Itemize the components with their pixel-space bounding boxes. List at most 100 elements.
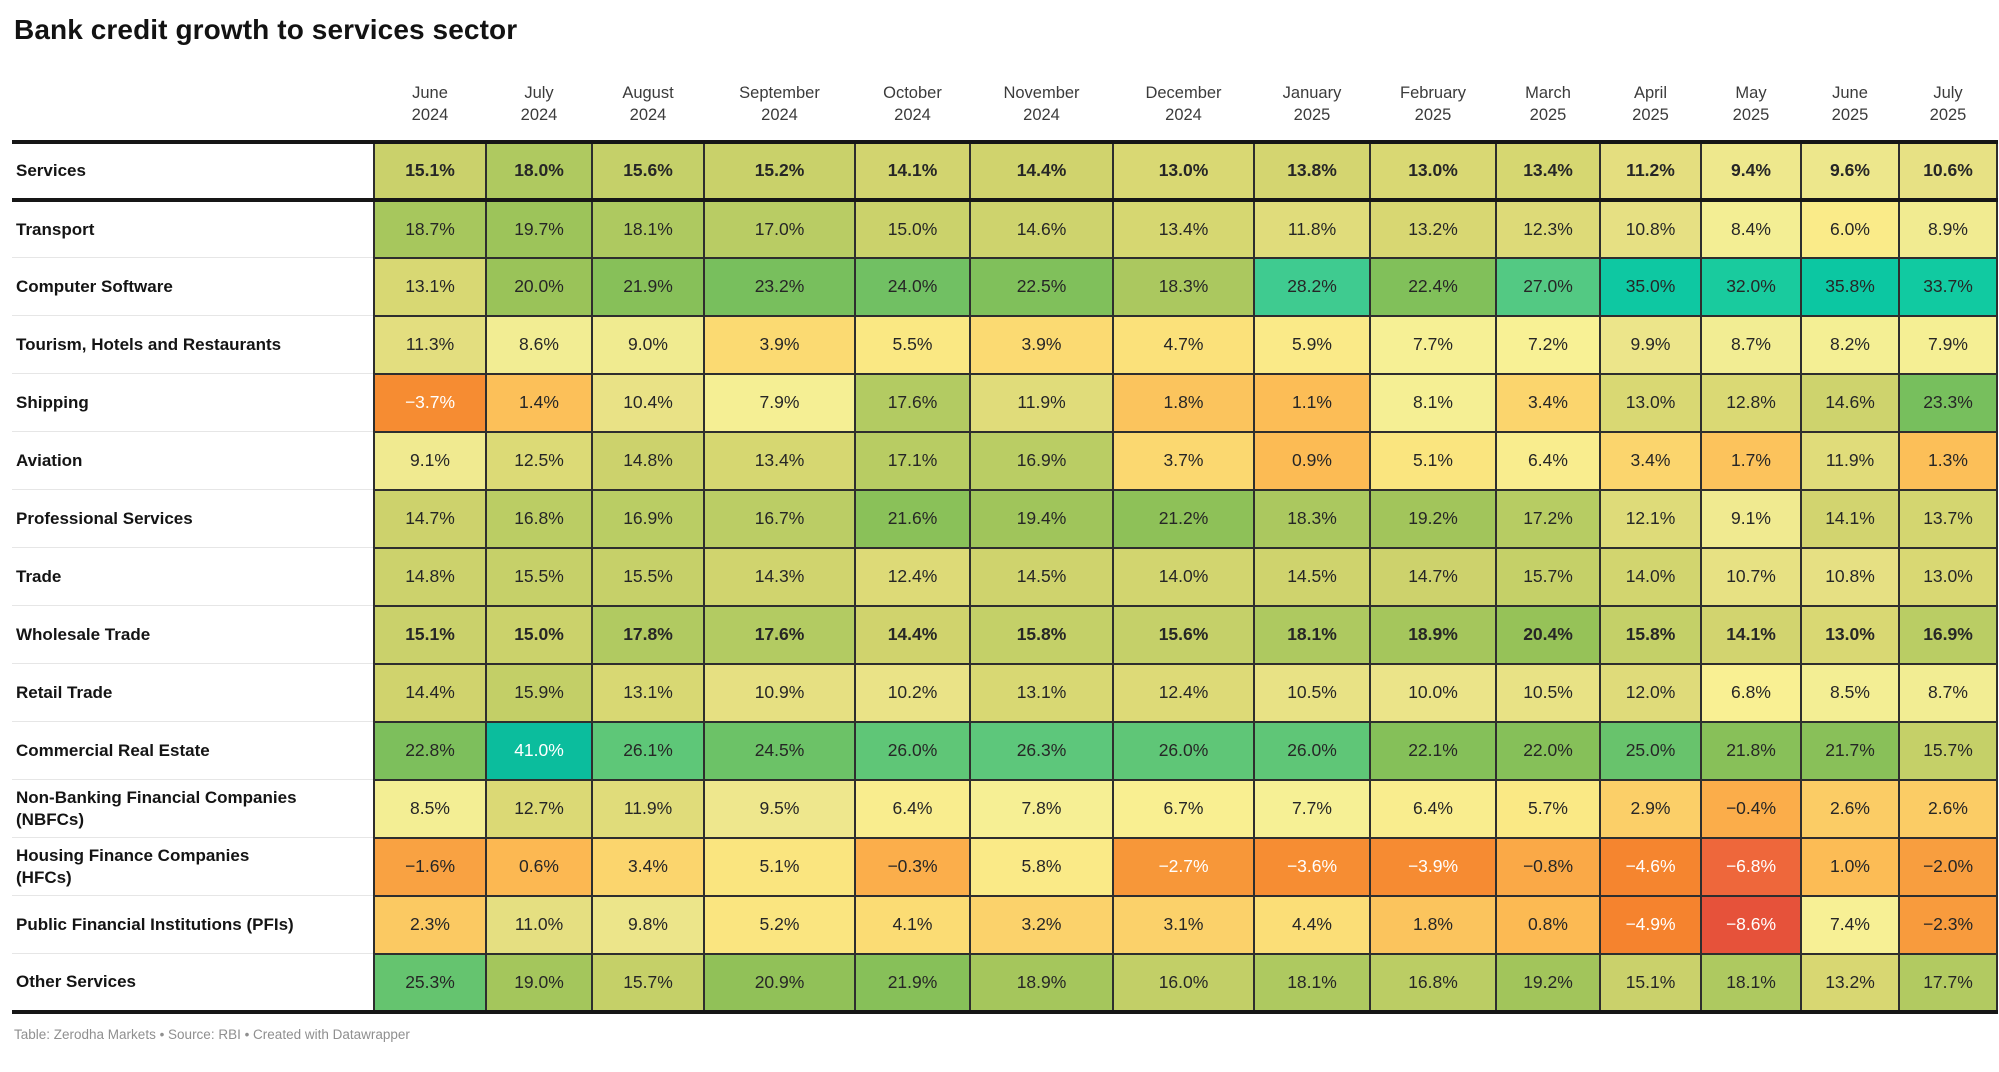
heatmap-cell: 35.0% (1599, 256, 1702, 317)
column-header-month: April (1633, 84, 1667, 102)
heatmap-cell: 8.5% (373, 778, 487, 839)
column-header-month: December (1145, 84, 1222, 102)
heatmap-cell: 1.1% (1253, 372, 1371, 433)
heatmap-cell: 13.1% (373, 256, 487, 317)
heatmap-cell: 1.7% (1700, 430, 1802, 491)
heatmap-cell: 15.5% (591, 546, 705, 607)
heatmap-cell: 7.7% (1369, 314, 1497, 375)
column-header-june-2024: June 2024 (374, 48, 486, 144)
heatmap-cell: 35.8% (1800, 256, 1900, 317)
row-label: Tourism, Hotels and Restaurants (12, 315, 374, 374)
heatmap-cell: −0.3% (854, 836, 971, 897)
heatmap-cell: 12.1% (1599, 488, 1702, 549)
row-label: Public Financial Institutions (PFIs) (12, 895, 374, 954)
heatmap-cell: 15.1% (373, 140, 487, 202)
heatmap-cell: 5.9% (1253, 314, 1371, 375)
column-header-year: 2025 (1529, 106, 1567, 125)
heatmap-cell: 21.9% (591, 256, 705, 317)
heatmap-cell: 11.2% (1599, 140, 1702, 202)
table-row: Non-Banking Financial Companies (NBFCs) 8… (12, 778, 1998, 839)
heatmap-cell: 9.0% (591, 314, 705, 375)
credit-growth-heatmap-table: June 2024 July 2024 August 2024 September 2024 O… (12, 48, 1998, 1014)
heatmap-cell: 22.5% (969, 256, 1114, 317)
heatmap-cell: 5.5% (854, 314, 971, 375)
heatmap-cell: 0.6% (485, 836, 593, 897)
heatmap-cell: 5.1% (703, 836, 856, 897)
heatmap-cell: 15.7% (1898, 720, 1998, 781)
heatmap-cell: 20.0% (485, 256, 593, 317)
column-header-august-2024: August 2024 (592, 48, 704, 144)
heatmap-cell: 1.8% (1369, 894, 1497, 955)
heatmap-cell: 26.0% (1112, 720, 1255, 781)
heatmap-cell: 16.9% (1898, 604, 1998, 665)
column-header-month: September (739, 84, 820, 102)
heatmap-cell: −2.7% (1112, 836, 1255, 897)
heatmap-cell: 13.0% (1369, 140, 1497, 202)
heatmap-cell: 10.9% (703, 662, 856, 723)
heatmap-cell: 26.0% (1253, 720, 1371, 781)
column-header-year: 2024 (520, 106, 558, 125)
heatmap-cell: 13.0% (1898, 546, 1998, 607)
heatmap-cell: 14.0% (1599, 546, 1702, 607)
heatmap-cell: 9.4% (1700, 140, 1802, 202)
heatmap-cell: 10.8% (1599, 198, 1702, 259)
heatmap-cell: 13.4% (1495, 140, 1601, 202)
heatmap-cell: 10.0% (1369, 662, 1497, 723)
heatmap-cell: 19.4% (969, 488, 1114, 549)
heatmap-cell: 17.0% (703, 198, 856, 259)
heatmap-cell: 4.7% (1112, 314, 1255, 375)
heatmap-cell: −3.6% (1253, 836, 1371, 897)
table-row: Housing Finance Companies (HFCs) −1.6% 0.6… (12, 836, 1998, 897)
heatmap-cell: 22.1% (1369, 720, 1497, 781)
heatmap-cell: 24.5% (703, 720, 856, 781)
table-row: Transport 18.7% 19.7% 18.1% 17.0% 15.0% 14.6% 1… (12, 198, 1998, 259)
heatmap-cell: 14.6% (1800, 372, 1900, 433)
heatmap-cell: 13.1% (969, 662, 1114, 723)
heatmap-cell: 15.7% (1495, 546, 1601, 607)
column-header-year: 2024 (761, 106, 798, 125)
heatmap-cell: 16.7% (703, 488, 856, 549)
heatmap-cell: 2.9% (1599, 778, 1702, 839)
heatmap-cell: 3.4% (1495, 372, 1601, 433)
heatmap-cell: 3.9% (703, 314, 856, 375)
heatmap-cell: 14.4% (373, 662, 487, 723)
row-label: Housing Finance Companies (HFCs) (12, 837, 374, 896)
heatmap-cell: 18.1% (1253, 604, 1371, 665)
heatmap-cell: 6.0% (1800, 198, 1900, 259)
row-label: Computer Software (12, 257, 374, 316)
heatmap-cell: 9.6% (1800, 140, 1900, 202)
heatmap-cell: 15.6% (591, 140, 705, 202)
heatmap-cell: 5.8% (969, 836, 1114, 897)
column-header-july-2025: July 2025 (1899, 48, 1997, 144)
table-attribution: Table: Zerodha Markets • Source: RBI • C… (14, 1026, 410, 1042)
heatmap-cell: 3.4% (1599, 430, 1702, 491)
table-row: Services 15.1% 18.0% 15.6% 15.2% 14.1% 14.4% 13… (12, 140, 1998, 202)
heatmap-cell: 26.3% (969, 720, 1114, 781)
heatmap-cell: 1.4% (485, 372, 593, 433)
heatmap-cell: 6.7% (1112, 778, 1255, 839)
heatmap-cell: 26.1% (591, 720, 705, 781)
heatmap-cell: 3.1% (1112, 894, 1255, 955)
heatmap-cell: 8.1% (1369, 372, 1497, 433)
table-row: Public Financial Institutions (PFIs) 2.3%… (12, 894, 1998, 955)
heatmap-cell: 26.0% (854, 720, 971, 781)
table-row: Retail Trade 14.4% 15.9% 13.1% 10.9% 10.2% 13.… (12, 662, 1998, 723)
column-header-december-2024: December 2024 (1113, 48, 1254, 144)
heatmap-cell: −0.8% (1495, 836, 1601, 897)
heatmap-cell: 10.8% (1800, 546, 1900, 607)
heatmap-cell: 12.4% (1112, 662, 1255, 723)
heatmap-cell: 17.7% (1898, 952, 1998, 1014)
heatmap-cell: 15.8% (969, 604, 1114, 665)
heatmap-cell: 1.3% (1898, 430, 1998, 491)
heatmap-cell: 19.7% (485, 198, 593, 259)
heatmap-cell: 27.0% (1495, 256, 1601, 317)
heatmap-cell: 13.4% (1112, 198, 1255, 259)
heatmap-cell: −3.7% (373, 372, 487, 433)
heatmap-cell: 13.2% (1800, 952, 1900, 1014)
heatmap-cell: 18.9% (969, 952, 1114, 1014)
heatmap-cell: 7.7% (1253, 778, 1371, 839)
column-header-year: 2024 (1023, 106, 1060, 125)
heatmap-cell: 9.1% (1700, 488, 1802, 549)
heatmap-cell: 10.2% (854, 662, 971, 723)
heatmap-cell: 8.6% (485, 314, 593, 375)
